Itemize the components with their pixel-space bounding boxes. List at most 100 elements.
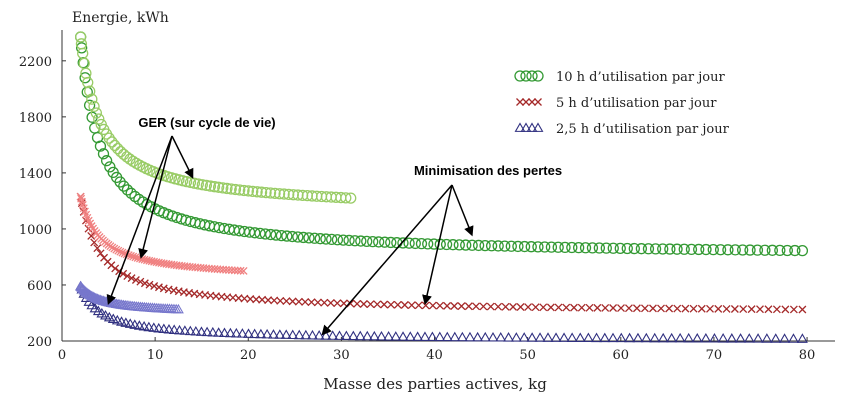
data-point xyxy=(770,333,782,343)
data-point xyxy=(409,237,421,250)
data-point xyxy=(582,332,594,343)
data-point xyxy=(195,326,207,336)
data-point xyxy=(600,242,612,254)
data-point xyxy=(292,231,304,243)
data-point xyxy=(208,181,221,193)
data-point xyxy=(691,332,703,343)
data-point xyxy=(747,305,756,314)
data-point xyxy=(485,240,498,252)
data-point xyxy=(278,188,290,200)
data-point xyxy=(761,333,773,343)
data-point xyxy=(247,185,259,198)
data-point xyxy=(219,327,230,337)
data-point xyxy=(735,333,746,343)
data-point xyxy=(353,299,362,308)
data-point xyxy=(607,332,619,343)
x-tick-label: 0 xyxy=(58,348,66,363)
data-point xyxy=(230,327,242,338)
series-2-min xyxy=(75,280,808,343)
legend-marker xyxy=(520,70,532,82)
data-point xyxy=(76,192,85,201)
data-point xyxy=(339,299,348,308)
data-point xyxy=(300,329,312,340)
series-1-ger xyxy=(76,192,248,275)
data-point xyxy=(665,304,674,313)
series-0-min xyxy=(74,31,809,257)
data-point xyxy=(736,244,749,256)
data-point xyxy=(700,332,712,343)
data-point xyxy=(443,301,452,310)
data-point xyxy=(550,332,562,342)
legend-entry: 5 h d’utilisation par jour xyxy=(556,96,717,111)
data-point xyxy=(779,333,791,343)
data-point xyxy=(683,332,695,343)
data-point xyxy=(479,239,491,252)
data-point xyxy=(518,240,531,253)
y-tick-label: 2200 xyxy=(19,55,52,70)
data-point xyxy=(495,332,507,342)
data-point xyxy=(288,297,297,306)
data-point xyxy=(722,304,731,313)
data-point xyxy=(112,245,121,254)
data-point xyxy=(664,243,676,255)
data-point xyxy=(87,291,99,302)
data-point xyxy=(379,236,391,248)
data-point xyxy=(148,322,160,332)
data-point xyxy=(689,304,698,313)
data-point xyxy=(224,327,236,338)
legend-marker xyxy=(526,122,538,132)
data-point xyxy=(355,235,367,247)
data-point xyxy=(196,179,208,191)
x-tick-label: 50 xyxy=(519,348,536,363)
data-point xyxy=(207,326,219,337)
data-point xyxy=(249,227,261,239)
data-point xyxy=(562,303,571,312)
data-point xyxy=(100,155,113,167)
data-point xyxy=(426,331,438,342)
data-point xyxy=(635,243,648,255)
data-point xyxy=(404,331,416,341)
data-point xyxy=(531,303,540,312)
data-point xyxy=(464,331,476,342)
data-point xyxy=(415,237,428,250)
data-point xyxy=(255,328,267,339)
data-point xyxy=(168,324,180,334)
data-point xyxy=(221,182,233,195)
data-point xyxy=(678,243,690,255)
data-point xyxy=(714,244,727,256)
data-point xyxy=(283,188,295,201)
data-point xyxy=(276,296,285,305)
data-point xyxy=(287,329,299,340)
data-point xyxy=(380,300,389,309)
data-point xyxy=(87,232,96,240)
data-point xyxy=(337,234,349,246)
data-point xyxy=(236,328,248,338)
data-point xyxy=(136,277,145,286)
data-point xyxy=(700,243,712,256)
data-point xyxy=(609,304,618,312)
data-point xyxy=(127,251,135,260)
data-point xyxy=(94,140,107,152)
data-point xyxy=(333,299,342,308)
data-point xyxy=(118,248,127,257)
data-point xyxy=(403,237,415,249)
data-point xyxy=(326,298,335,307)
data-point xyxy=(772,305,781,314)
data-point xyxy=(752,333,764,343)
data-point xyxy=(249,328,261,339)
data-point xyxy=(707,243,719,256)
data-point xyxy=(163,323,175,334)
data-point xyxy=(756,305,764,314)
data-point xyxy=(125,187,137,199)
data-point xyxy=(472,239,485,252)
data-point xyxy=(192,178,204,190)
data-point xyxy=(383,331,395,341)
data-point xyxy=(447,239,459,251)
data-point xyxy=(314,233,326,245)
data-point xyxy=(343,234,355,247)
legend-marker xyxy=(532,122,544,132)
data-point xyxy=(366,300,375,309)
legend-marker xyxy=(520,122,532,132)
data-point xyxy=(259,228,271,240)
data-point xyxy=(368,330,380,341)
